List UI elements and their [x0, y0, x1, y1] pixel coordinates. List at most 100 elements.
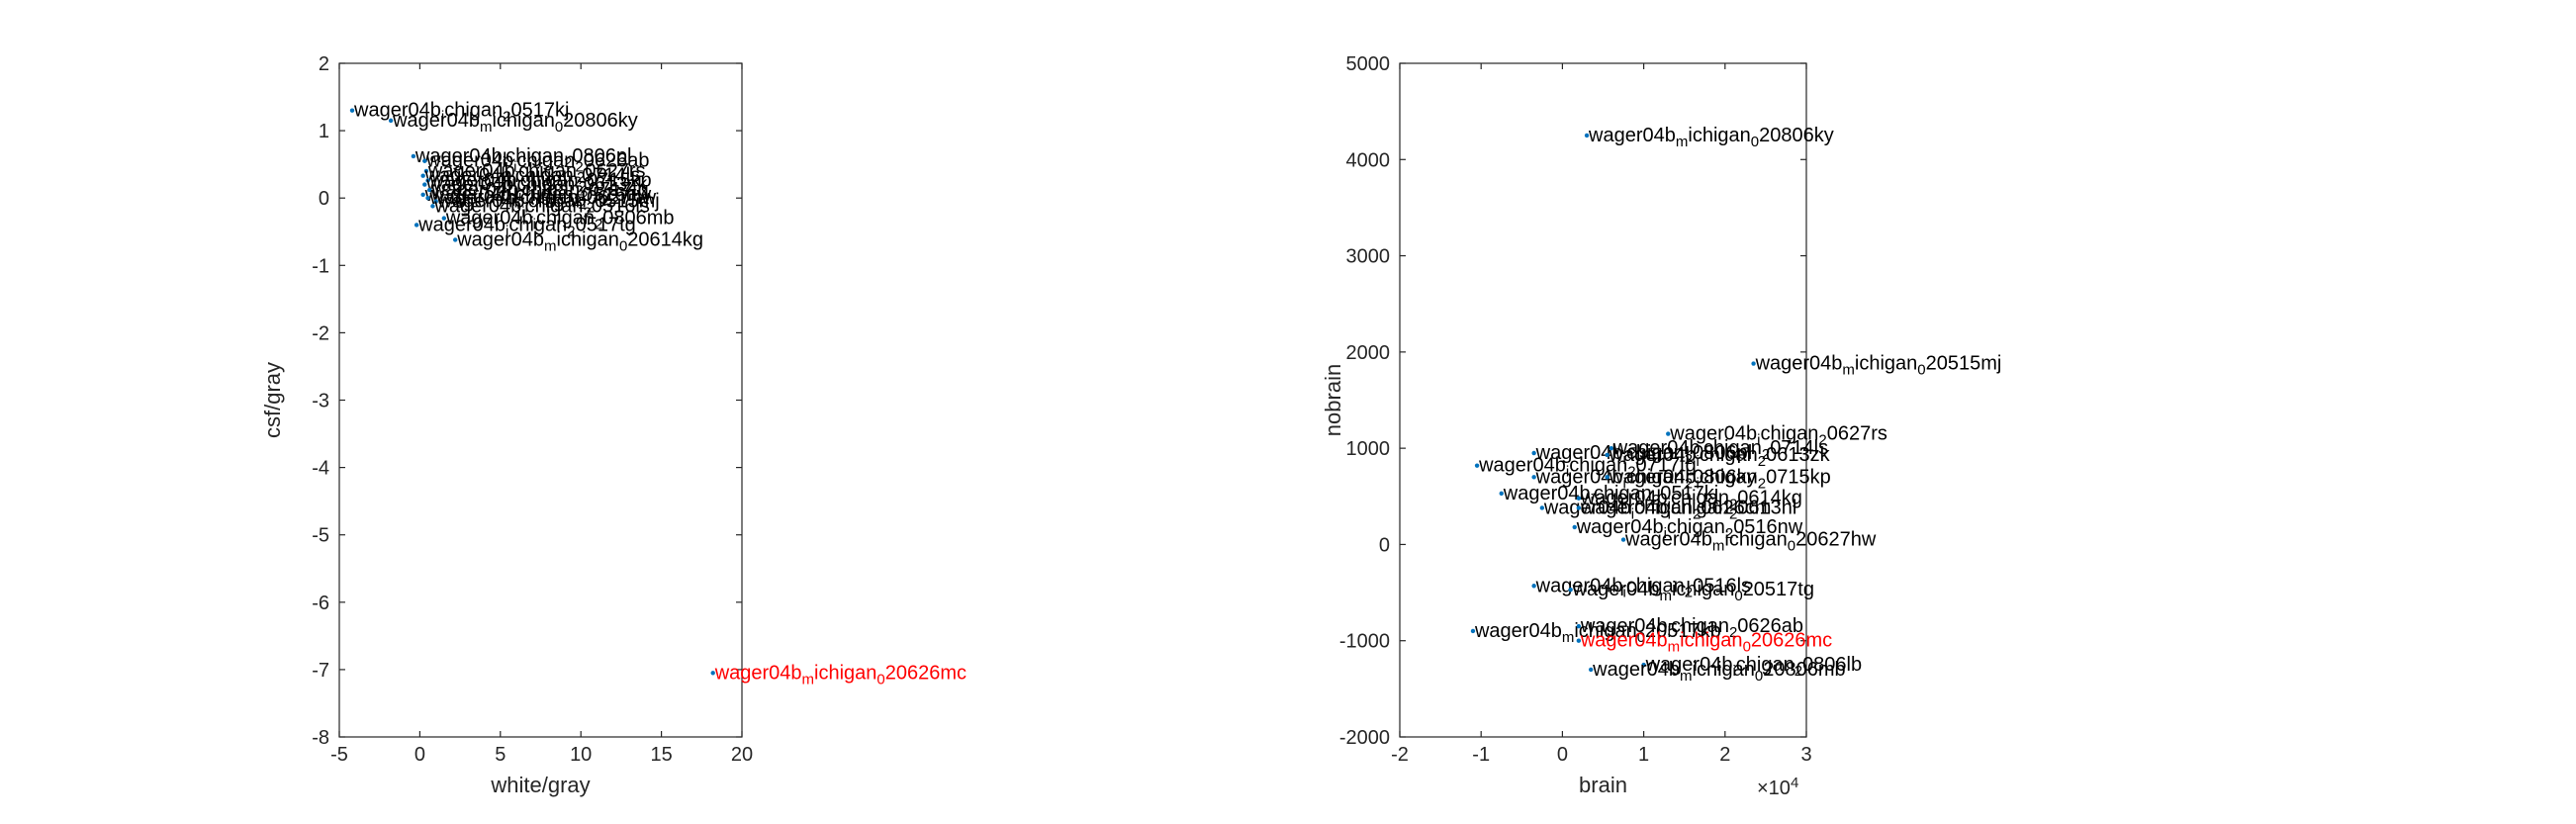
data-point — [433, 199, 438, 204]
data-point — [1576, 496, 1582, 501]
y-tick-label: 2000 — [1346, 342, 1391, 364]
data-point — [1531, 450, 1536, 456]
point-label: wager04bichigan20516nw — [1576, 516, 1803, 542]
point-label: wager04bmichigan020517kb — [1474, 620, 1721, 646]
y-tick-label: -4 — [312, 458, 329, 480]
scatter-plot-brain-vs-nobrain: -2 -1 0 1 2 3 5000 4000 3000 2000 1000 0 -1000 -2000 b… — [1321, 53, 2001, 799]
point-label: wager04bichigan20715kp — [429, 169, 652, 195]
y-tick-label: -1 — [312, 255, 329, 277]
point-label: wager04bichigan20516ls — [433, 195, 649, 221]
data-point — [420, 192, 425, 197]
point-label: wager04bmichigan020806mb — [1592, 659, 1845, 685]
point-label: wager04bichigan20806lb — [1645, 654, 1863, 680]
x-axis-multiplier: ×104 — [1757, 775, 1798, 799]
x-tick-label: -2 — [1391, 744, 1409, 766]
data-point — [710, 671, 715, 676]
y-tick-label: 4000 — [1346, 149, 1391, 171]
point-label: wager04bichigan20717tg — [430, 179, 649, 205]
data-point — [1605, 452, 1610, 458]
data-point — [1531, 475, 1536, 480]
y-tick-label: -7 — [312, 660, 329, 682]
data-point — [1531, 584, 1536, 589]
point-label: wager04bichigan20806pl — [414, 145, 632, 171]
point-label: wager04bichigan20627hw — [429, 187, 657, 213]
data-point — [1609, 445, 1613, 451]
x-tick-label: 0 — [1557, 744, 1568, 766]
x-tick-label: 15 — [650, 744, 672, 766]
data-point — [423, 168, 429, 174]
point-label: wager04bichigan20806pl — [1535, 442, 1753, 468]
data-point — [422, 182, 427, 187]
data-point — [1588, 667, 1594, 673]
data-point — [1666, 431, 1671, 436]
y-tick-label: 0 — [319, 188, 329, 210]
data-point — [1576, 638, 1582, 643]
data-point — [1470, 628, 1476, 634]
data-point — [1584, 133, 1590, 138]
point-label: wager04bichigan20516nw — [424, 184, 652, 210]
x-tick-label: 3 — [1800, 744, 1811, 766]
point-label: wager04bichigan20614kg — [1580, 488, 1802, 513]
point-label: wager04bichigan20627rs — [1669, 423, 1887, 449]
point-label: wager04bichigan20626ab — [425, 150, 649, 176]
point-label: wager04bichigan20515mj — [437, 191, 660, 217]
point-label: wager04bichigan20806mb — [445, 208, 675, 233]
point-label: wager04bmichigan020515mj — [1755, 353, 2002, 379]
y-tick-label: -6 — [312, 593, 329, 614]
data-point — [422, 158, 427, 163]
y-tick-label: -1000 — [1339, 631, 1390, 653]
point-label: wager04bmichigan020626mc — [714, 662, 966, 687]
point-label: wager04bmichigan020627hw — [1624, 529, 1877, 555]
y-tick-label: 5000 — [1346, 53, 1391, 75]
data-point — [1474, 463, 1480, 468]
point-label: wager04bichigan20717tg — [1478, 455, 1697, 481]
point-label: wager04bichigan20613hl — [1580, 497, 1797, 522]
x-tick-label: -1 — [1472, 744, 1490, 766]
point-label: wager04bichigan20517tg — [417, 214, 636, 239]
point-label: wager04bichigan20517kj — [1503, 483, 1718, 508]
y-tick-label: -5 — [312, 525, 329, 547]
data-point — [1620, 537, 1626, 542]
x-axis-label: brain — [1579, 773, 1627, 797]
data-point — [1751, 361, 1756, 366]
data-point — [414, 223, 419, 228]
point-label: wager04bmichigan020517tg — [1572, 579, 1814, 604]
y-tick-label: -2000 — [1339, 727, 1390, 749]
data-point — [420, 173, 425, 178]
y-tick-label: 2 — [319, 53, 329, 75]
data-point — [1605, 475, 1610, 480]
y-axis-label: nobrain — [1321, 364, 1345, 436]
data-point — [1576, 505, 1582, 510]
data-point — [426, 187, 432, 193]
point-label: wager04bichigan20613zk — [425, 174, 648, 200]
data-point — [1568, 587, 1573, 593]
y-tick-label: 1000 — [1346, 438, 1391, 460]
y-tick-label: 3000 — [1346, 246, 1391, 268]
x-tick-label: -5 — [330, 744, 348, 766]
scatter-plot-white-vs-csf: -5 0 5 10 15 20210-1-2-3-4-5-6-7-8white/grayc… — [260, 53, 966, 797]
data-point — [425, 178, 430, 183]
point-label: wager04bichigan20806ky — [1535, 466, 1757, 492]
x-tick-label: 20 — [731, 744, 753, 766]
x-tick-label: 2 — [1719, 744, 1730, 766]
point-label: wager04bichigan20517kj — [353, 100, 569, 126]
data-point — [1539, 505, 1545, 510]
data-point — [1641, 662, 1646, 668]
y-tick-label: 0 — [1379, 534, 1390, 556]
data-point — [425, 196, 430, 201]
point-label: wager04bichigan20626ab — [1580, 615, 1803, 641]
point-label: wager04bichigan20627rs — [427, 160, 646, 186]
point-label: wager04bichigan20516ls — [1535, 575, 1751, 600]
data-point — [1576, 623, 1582, 629]
data-point — [441, 216, 447, 221]
data-point — [430, 204, 435, 209]
x-axis-label: white/gray — [490, 773, 590, 797]
point-label: wager04bmichigan020806ky — [1588, 125, 1834, 150]
y-tick-label: 1 — [319, 121, 329, 142]
data-point — [349, 108, 355, 113]
plot-area-frame — [1399, 62, 1807, 738]
point-label: wager04bmichigan020626mc — [1580, 630, 1832, 656]
data-point — [1572, 524, 1577, 530]
point-label: wager04bmichigan020614kg — [456, 229, 703, 254]
